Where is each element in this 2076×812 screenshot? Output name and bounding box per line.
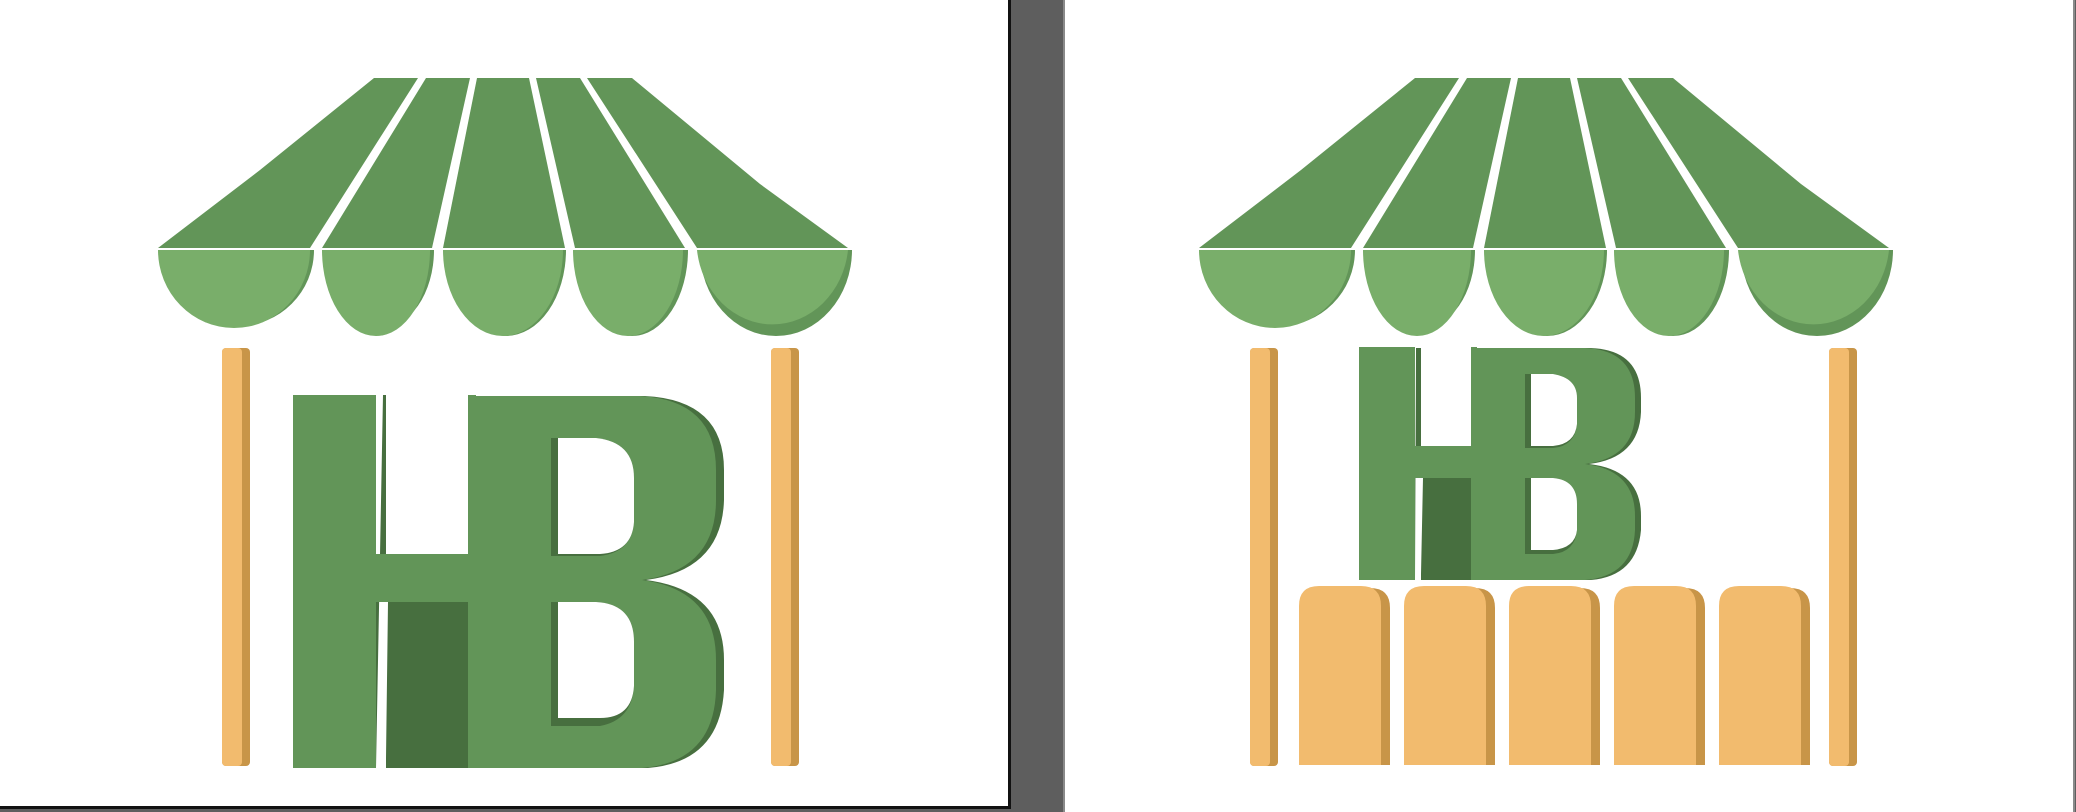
right-post (1829, 348, 1857, 766)
letter-b (1471, 348, 1635, 580)
awning-scallop (322, 250, 430, 336)
crates (1299, 586, 1810, 765)
awning-panel (1577, 78, 1726, 248)
crate (1719, 586, 1810, 765)
letter-h (1359, 347, 1477, 580)
awning-scallop (1484, 250, 1604, 336)
left-logo-canvas (0, 0, 1011, 809)
awning (1199, 78, 1893, 336)
awning-panel (587, 78, 848, 248)
awning-panel (158, 78, 418, 248)
right-post (771, 348, 799, 766)
awning-panel (1484, 78, 1606, 248)
awning (158, 78, 852, 336)
left-post (1250, 348, 1278, 766)
hb-logo-large (158, 78, 852, 768)
awning-panel (1628, 78, 1889, 248)
letter-h (293, 395, 476, 768)
crate (1509, 586, 1600, 765)
hb-monogram (1359, 347, 1641, 580)
awning-panel (536, 78, 685, 248)
awning-scallop (697, 250, 848, 325)
awning-scallop (158, 250, 310, 328)
awning-panel (443, 78, 565, 248)
awning-scallop (1199, 250, 1351, 328)
letter-b (468, 396, 716, 768)
left-post (222, 348, 250, 766)
awning-scallop (1363, 250, 1471, 336)
crate (1299, 586, 1390, 765)
hb-monogram (293, 395, 724, 768)
right-logo-canvas (1063, 0, 2075, 812)
awning-scallop (573, 250, 683, 336)
crate (1404, 586, 1495, 765)
crate (1614, 586, 1705, 765)
hb-logo-with-crates (1199, 78, 1893, 766)
awning-panel (322, 78, 470, 248)
awning-panel (1199, 78, 1459, 248)
awning-scallop (1614, 250, 1724, 336)
awning-panel (1363, 78, 1511, 248)
awning-scallop (443, 250, 563, 336)
awning-scallop (1738, 250, 1889, 325)
